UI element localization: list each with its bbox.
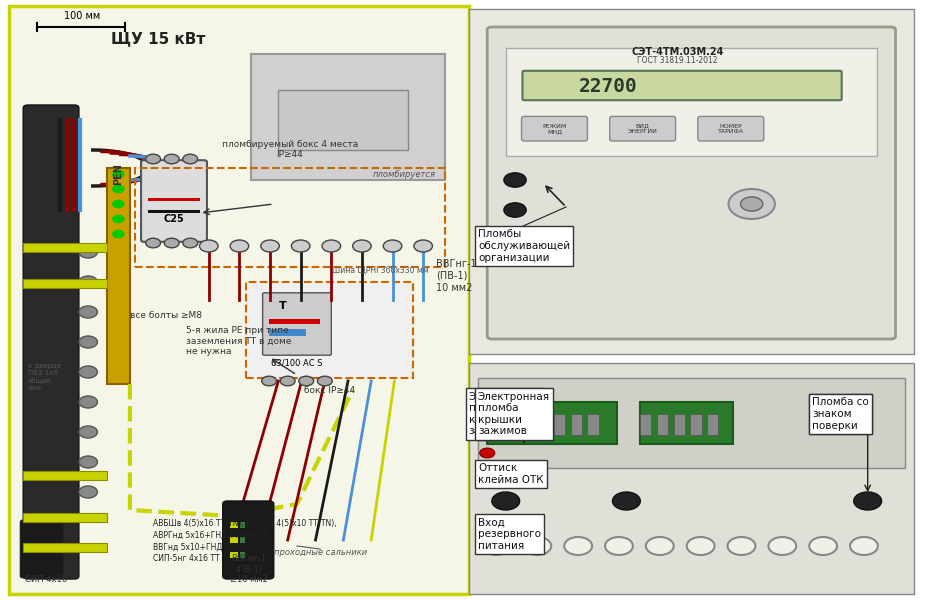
Circle shape	[79, 396, 97, 408]
Circle shape	[79, 306, 97, 318]
Circle shape	[853, 492, 881, 510]
Circle shape	[383, 240, 401, 252]
Circle shape	[564, 537, 591, 555]
Text: Пломбы
обслуживающей
организации: Пломбы обслуживающей организации	[477, 229, 569, 263]
Circle shape	[686, 537, 714, 555]
Circle shape	[146, 154, 160, 164]
Circle shape	[112, 230, 124, 238]
Circle shape	[352, 240, 371, 252]
Circle shape	[79, 426, 97, 438]
FancyBboxPatch shape	[505, 48, 876, 156]
Text: бокс IP≥44: бокс IP≥44	[303, 386, 355, 395]
FancyBboxPatch shape	[522, 71, 841, 100]
Circle shape	[79, 336, 97, 348]
Text: ВВГнг-1
(ПВ-1)
10 мм2: ВВГнг-1 (ПВ-1) 10 мм2	[436, 259, 476, 293]
Circle shape	[79, 366, 97, 378]
Text: ВВГнг-1
(ПВ-1)
≥10 мм2: ВВГнг-1 (ПВ-1) ≥10 мм2	[230, 554, 267, 584]
Bar	[148, 198, 199, 201]
Bar	[23, 471, 107, 480]
FancyBboxPatch shape	[250, 54, 445, 180]
Text: ГОСТ 31819.11-2012: ГОСТ 31819.11-2012	[637, 56, 717, 65]
FancyBboxPatch shape	[468, 9, 913, 354]
FancyBboxPatch shape	[487, 27, 895, 339]
Circle shape	[413, 240, 432, 252]
Text: СИП 4х16: СИП 4х16	[25, 575, 68, 584]
Circle shape	[503, 173, 526, 187]
Circle shape	[728, 189, 774, 219]
Bar	[537, 414, 548, 435]
Bar	[690, 414, 701, 435]
Circle shape	[727, 537, 755, 555]
Circle shape	[260, 240, 279, 252]
Bar	[656, 414, 667, 435]
Text: РЕЖИМ
МНД: РЕЖИМ МНД	[541, 124, 566, 134]
Bar	[487, 414, 498, 435]
Text: проходные сальники: проходные сальники	[273, 548, 366, 557]
Circle shape	[491, 492, 519, 510]
FancyBboxPatch shape	[262, 293, 331, 355]
FancyBboxPatch shape	[487, 402, 616, 444]
Text: ВИД
ЭНЕРГИИ: ВИД ЭНЕРГИИ	[627, 124, 657, 134]
Text: 5-я жила РЕ при типе
заземления ТТ в доме
не нужна: 5-я жила РЕ при типе заземления ТТ в дом…	[185, 326, 291, 356]
Circle shape	[604, 537, 632, 555]
Bar	[673, 414, 684, 435]
FancyBboxPatch shape	[640, 402, 732, 444]
FancyBboxPatch shape	[23, 105, 79, 579]
Text: пломбируется: пломбируется	[373, 170, 436, 179]
Circle shape	[164, 238, 179, 248]
FancyBboxPatch shape	[20, 520, 63, 578]
Circle shape	[199, 240, 218, 252]
Text: С25: С25	[163, 214, 184, 224]
Text: Оттиск
клейма ОТК: Оттиск клейма ОТК	[477, 463, 543, 485]
Circle shape	[291, 240, 310, 252]
Text: все болты ≥М8: все болты ≥М8	[130, 311, 202, 320]
FancyBboxPatch shape	[697, 116, 763, 141]
Text: пломбируемый бокс 4 места
IP≥44: пломбируемый бокс 4 места IP≥44	[222, 140, 358, 159]
Circle shape	[183, 238, 197, 248]
Bar	[520, 414, 531, 435]
Circle shape	[503, 203, 526, 217]
Circle shape	[112, 185, 124, 193]
Circle shape	[230, 240, 248, 252]
Text: Электронная
пломба
крышки
зажимов: Электронная пломба крышки зажимов	[468, 392, 540, 436]
Bar	[23, 543, 107, 552]
Bar	[570, 414, 581, 435]
FancyBboxPatch shape	[278, 90, 408, 150]
Text: АВБШв 4(5)х16 ТТ(ТN), ВБбШв 4(5)х10 ТТ(ТN),
АВРГнд 5х16+ГНД ТТ или ТN,
ВВГнд 5х1: АВБШв 4(5)х16 ТТ(ТN), ВБбШв 4(5)х10 ТТ(Т…	[153, 518, 337, 563]
Bar	[240, 522, 245, 528]
Bar	[706, 414, 717, 435]
Text: Пломба со
знаком
поверки: Пломба со знаком поверки	[811, 397, 868, 431]
Text: Электронная
пломба
крышки
зажимов: Электронная пломба крышки зажимов	[477, 392, 550, 436]
Circle shape	[317, 376, 332, 386]
Text: T: T	[279, 301, 286, 311]
Text: 63/100 АС S: 63/100 АС S	[271, 359, 323, 368]
Circle shape	[79, 276, 97, 288]
FancyBboxPatch shape	[468, 363, 913, 594]
Circle shape	[79, 456, 97, 468]
FancyBboxPatch shape	[521, 116, 587, 141]
Circle shape	[112, 200, 124, 208]
Bar	[240, 552, 245, 558]
Text: НОМЕР
ТАРИФА: НОМЕР ТАРИФА	[717, 124, 743, 134]
Circle shape	[612, 492, 640, 510]
Text: СЭТ-4ТМ.03М.24: СЭТ-4ТМ.03М.24	[630, 47, 723, 57]
Circle shape	[261, 376, 276, 386]
Text: к дверце
ПВЗ 1х6
общие
нхм: к дверце ПВЗ 1х6 общие нхм	[28, 363, 61, 391]
Circle shape	[523, 537, 551, 555]
Text: PEN: PEN	[113, 163, 123, 185]
Bar	[553, 414, 565, 435]
Circle shape	[280, 376, 295, 386]
Circle shape	[112, 170, 124, 178]
FancyBboxPatch shape	[222, 501, 273, 579]
Bar	[230, 522, 237, 528]
Text: Вход
резервного
питания: Вход резервного питания	[477, 517, 540, 551]
Circle shape	[479, 448, 494, 458]
Circle shape	[298, 376, 313, 386]
Bar	[640, 414, 651, 435]
Text: 22700: 22700	[578, 77, 637, 96]
Bar	[23, 279, 107, 288]
Circle shape	[146, 238, 160, 248]
Bar	[148, 210, 199, 213]
Circle shape	[645, 537, 673, 555]
Circle shape	[79, 246, 97, 258]
